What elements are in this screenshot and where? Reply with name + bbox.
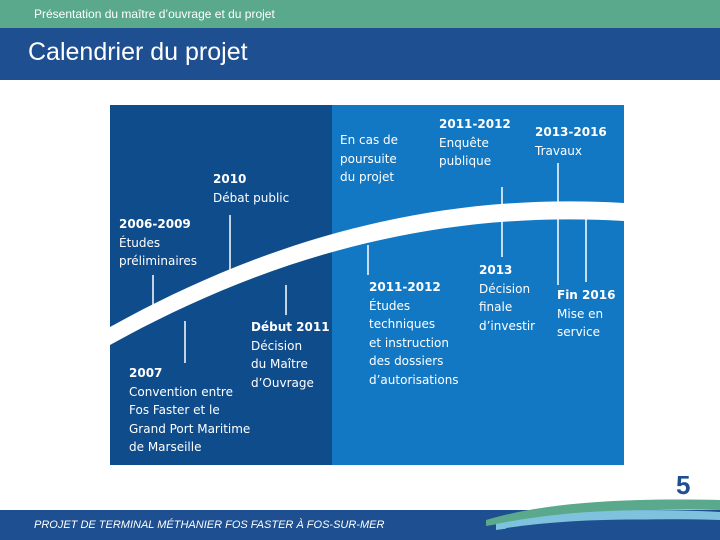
wave-logo-decoration [486,499,720,540]
milestone-2011-2012-etudes: 2011-2012 Études techniques et instructi… [369,280,459,387]
timeline-arc [110,201,624,345]
phase-two-panel [332,105,624,465]
footer-text: PROJET DE TERMINAL MÉTHANIER FOS FASTER … [34,519,385,531]
timeline-figure: 2006-2009 Études préliminaires 2010 Déba… [110,105,624,465]
milestone-fin-2016: Fin 2016 Mise en service [557,288,616,339]
milestone-en-cas-de-poursuite: En cas de poursuite du projet [340,133,399,184]
milestone-debut-2011: Début 2011 Décision du Maître d’Ouvrage [251,320,330,390]
timeline-background [110,105,624,465]
milestone-2007: 2007 Convention entre Fos Faster et le G… [129,366,251,454]
page-number: 5 [676,470,691,500]
top-banner: Présentation du maître d’ouvrage et du p… [0,0,720,28]
milestone-2006-2009: 2006-2009 Études préliminaires [119,217,197,268]
milestone-2013: 2013 Décision finale d’investir [479,263,536,333]
slide-title: Calendrier du projet [28,38,248,66]
title-banner: Calendrier du projet [0,28,720,80]
milestone-2013-2016: 2013-2016 Travaux [535,125,607,158]
milestone-2011-2012-enquete: 2011-2012 Enquête publique [439,117,511,168]
milestone-2010: 2010 Débat public [213,172,290,205]
presentation-subtitle: Présentation du maître d’ouvrage et du p… [34,7,275,21]
timeline-ticks [152,163,587,363]
